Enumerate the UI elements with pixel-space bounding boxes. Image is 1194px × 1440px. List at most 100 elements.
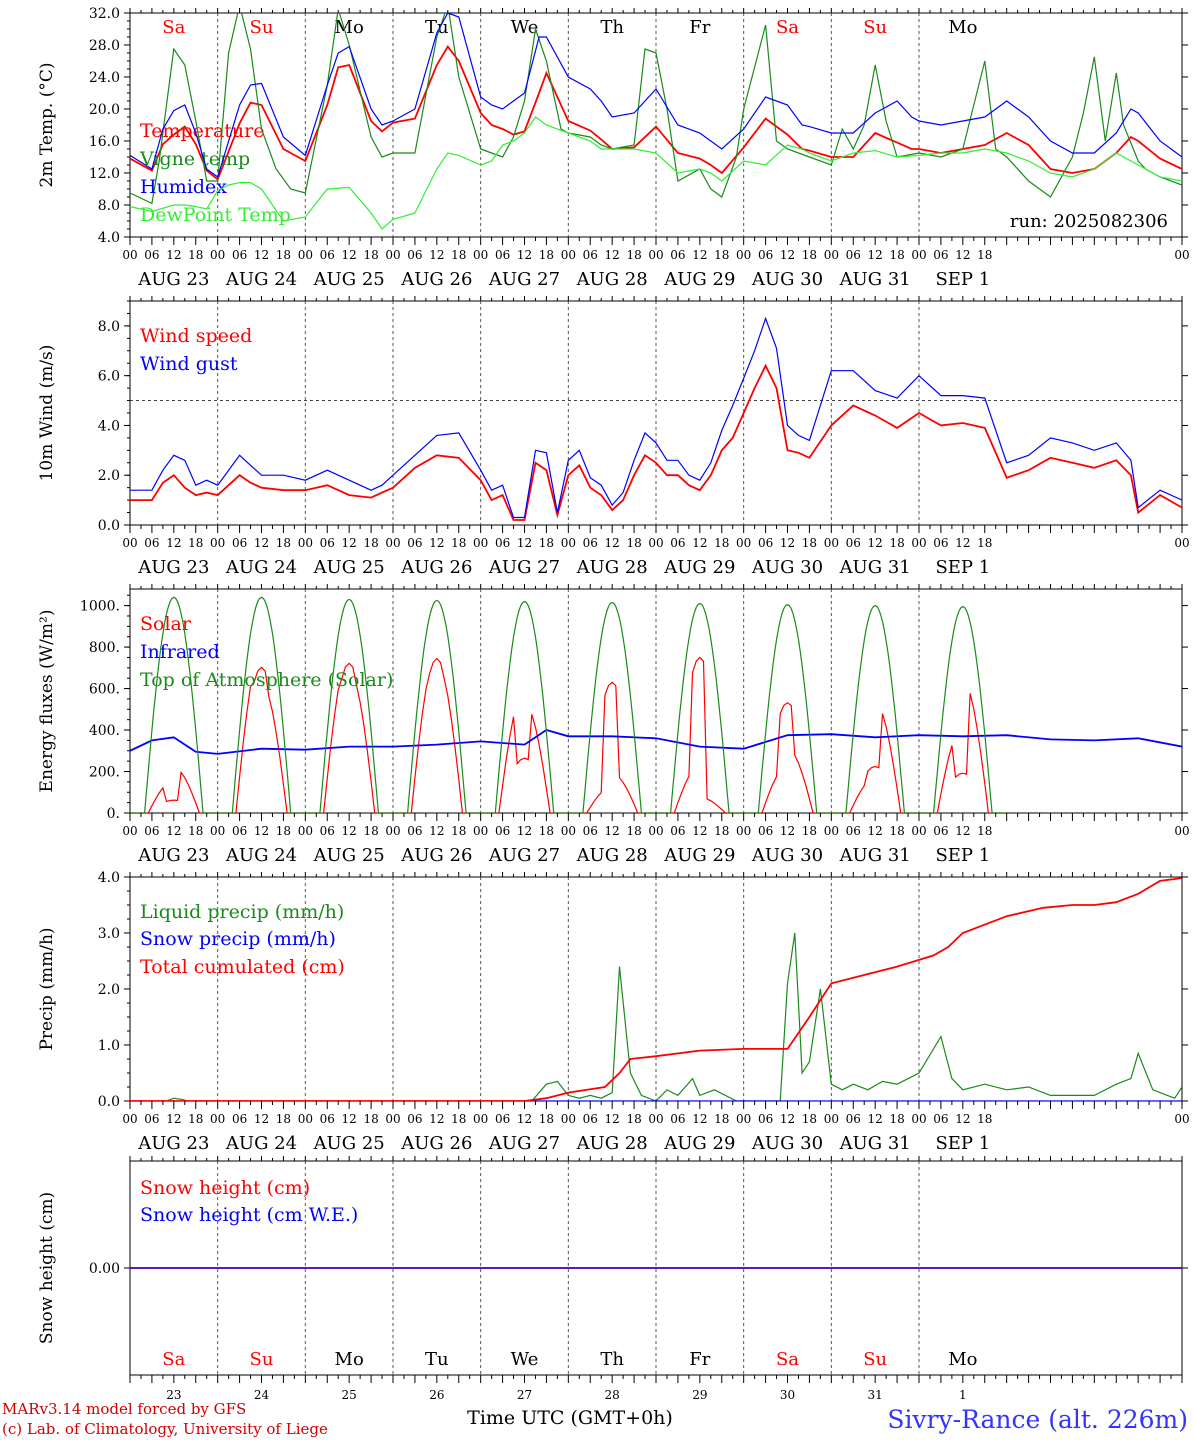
weekday-label: Mo	[335, 17, 364, 38]
day-number: 30	[780, 1388, 795, 1402]
model-credit: MARv3.14 model forced by GFS	[2, 1400, 246, 1418]
series-line-top-of-atmosphere-solar	[130, 596, 1007, 813]
weekday-label: Sa	[162, 1349, 185, 1370]
hour-tick-label: 18	[539, 824, 554, 838]
hour-tick-label: 18	[539, 1112, 554, 1126]
hour-tick-label: 00	[122, 824, 137, 838]
hour-tick-label: 18	[188, 824, 203, 838]
hour-tick-label: 06	[144, 248, 159, 262]
hour-tick-label: 12	[517, 248, 532, 262]
weekday-label: Mo	[948, 17, 977, 38]
hour-tick-label: 00	[1174, 1112, 1189, 1126]
date-label: AUG 23	[137, 845, 209, 866]
hour-tick-label: 12	[692, 536, 707, 550]
legend-entry: Total cumulated (cm)	[140, 956, 345, 978]
y-tick-label: 12.0	[89, 166, 120, 182]
hour-tick-label: 06	[320, 248, 335, 262]
hour-tick-label: 06	[407, 824, 422, 838]
hour-tick-label: 00	[1174, 824, 1189, 838]
date-label: AUG 28	[576, 1133, 648, 1154]
x-axis-title: Time UTC (GMT+0h)	[467, 1407, 673, 1429]
hour-tick-label: 18	[451, 1112, 466, 1126]
hour-tick-label: 00	[736, 536, 751, 550]
hour-tick-label: 06	[758, 536, 773, 550]
y-tick-label: 16.0	[89, 134, 120, 150]
hour-tick-label: 00	[298, 248, 313, 262]
y-axis-label: 2m Temp. (°C)	[37, 62, 57, 187]
date-label: SEP 1	[935, 557, 990, 578]
date-label: AUG 31	[839, 845, 911, 866]
series-line-solar	[130, 656, 1007, 813]
hour-tick-label: 00	[385, 248, 400, 262]
y-tick-label: 2.0	[98, 468, 120, 484]
hour-tick-label: 00	[911, 1112, 926, 1126]
hour-tick-label: 12	[868, 248, 883, 262]
hour-tick-label: 06	[670, 824, 685, 838]
y-axis-label: 10m Wind (m/s)	[37, 345, 57, 482]
date-label: AUG 31	[839, 269, 911, 290]
hour-tick-label: 00	[473, 536, 488, 550]
hour-tick-label: 06	[232, 824, 247, 838]
hour-tick-label: 18	[363, 824, 378, 838]
hour-tick-label: 12	[780, 536, 795, 550]
hour-tick-label: 12	[780, 1112, 795, 1126]
date-label: AUG 30	[751, 269, 823, 290]
hour-tick-label: 12	[429, 248, 444, 262]
date-label: AUG 31	[839, 557, 911, 578]
weekday-label: Sa	[776, 1349, 799, 1370]
hour-tick-label: 18	[802, 1112, 817, 1126]
weekday-label: Sa	[776, 17, 799, 38]
hour-tick-label: 12	[429, 824, 444, 838]
hour-tick-label: 18	[802, 824, 817, 838]
weekday-label: Su	[863, 1349, 887, 1370]
hour-tick-label: 18	[276, 536, 291, 550]
y-tick-label: 0.	[107, 806, 120, 822]
hour-tick-label: 00	[561, 824, 576, 838]
hour-tick-label: 00	[1174, 248, 1189, 262]
day-number: 31	[868, 1388, 883, 1402]
hour-tick-label: 06	[407, 248, 422, 262]
hour-tick-label: 12	[166, 824, 181, 838]
hour-tick-label: 06	[407, 1112, 422, 1126]
hour-tick-label: 06	[495, 824, 510, 838]
hour-tick-label: 18	[977, 248, 992, 262]
hour-tick-label: 18	[451, 248, 466, 262]
hour-tick-label: 18	[626, 248, 641, 262]
series-line-wind-speed	[130, 363, 1182, 521]
date-label: AUG 29	[663, 269, 735, 290]
hour-tick-label: 06	[933, 248, 948, 262]
hour-tick-label: 00	[561, 248, 576, 262]
y-tick-label: 20.0	[89, 102, 120, 118]
hour-tick-label: 12	[780, 824, 795, 838]
hour-tick-label: 06	[583, 824, 598, 838]
date-label: SEP 1	[935, 1133, 990, 1154]
hour-tick-label: 00	[210, 1112, 225, 1126]
hour-tick-label: 12	[955, 248, 970, 262]
hour-tick-label: 18	[276, 824, 291, 838]
y-tick-label: 8.0	[98, 198, 120, 214]
hour-tick-label: 18	[276, 1112, 291, 1126]
series-line-dewpoint-temp	[130, 116, 1182, 230]
hour-tick-label: 12	[342, 824, 357, 838]
y-tick-label: 1.0	[98, 1038, 120, 1054]
hour-tick-label: 00	[736, 1112, 751, 1126]
hour-tick-label: 18	[363, 248, 378, 262]
hour-tick-label: 06	[320, 536, 335, 550]
date-label: AUG 23	[137, 557, 209, 578]
hour-tick-label: 18	[889, 1112, 904, 1126]
y-axis-label: Precip (mm/h)	[37, 927, 57, 1050]
hour-tick-label: 18	[802, 248, 817, 262]
hour-tick-label: 18	[539, 248, 554, 262]
y-tick-label: 1000.	[80, 599, 120, 615]
y-tick-label: 2.0	[98, 982, 120, 998]
hour-tick-label: 00	[298, 1112, 313, 1126]
hour-tick-label: 00	[122, 248, 137, 262]
hour-tick-label: 18	[539, 536, 554, 550]
day-number: 24	[254, 1388, 270, 1402]
hour-tick-label: 12	[692, 1112, 707, 1126]
hour-tick-label: 06	[495, 1112, 510, 1126]
hour-tick-label: 06	[583, 1112, 598, 1126]
hour-tick-label: 12	[955, 824, 970, 838]
date-label: AUG 25	[313, 845, 385, 866]
y-tick-label: 24.0	[89, 70, 120, 86]
